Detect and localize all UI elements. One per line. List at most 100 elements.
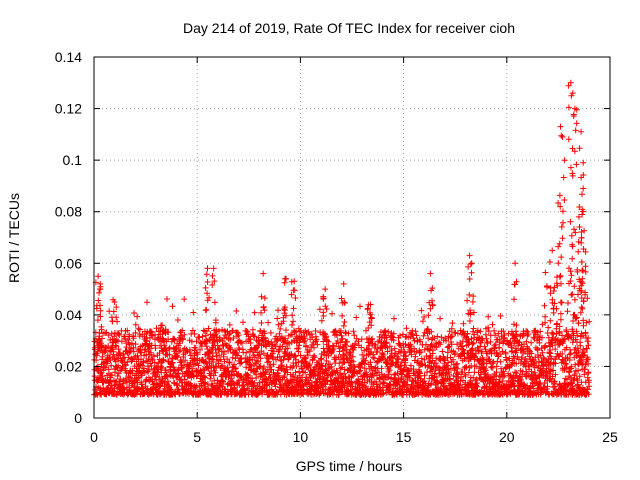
- data-point: [378, 345, 385, 352]
- data-point: [94, 348, 101, 355]
- data-point: [318, 356, 325, 363]
- data-point: [558, 254, 565, 261]
- data-point: [209, 272, 216, 279]
- data-point: [560, 219, 566, 226]
- data-point: [557, 272, 564, 279]
- data-point: [567, 218, 574, 225]
- data-point: [389, 334, 396, 341]
- data-point: [258, 320, 265, 326]
- data-point: [576, 145, 583, 152]
- data-point: [112, 338, 119, 345]
- data-point: [583, 319, 590, 326]
- data-point: [211, 278, 218, 285]
- data-point: [339, 345, 346, 352]
- data-point: [413, 332, 420, 339]
- data-point: [167, 386, 174, 393]
- data-point: [500, 373, 506, 380]
- data-point: [578, 304, 585, 311]
- data-point: [348, 379, 355, 386]
- data-point: [469, 340, 476, 347]
- data-point: [349, 353, 356, 360]
- data-point: [556, 274, 563, 280]
- data-point: [307, 375, 314, 381]
- data-point: [180, 335, 186, 342]
- data-point: [577, 287, 584, 294]
- data-point: [525, 331, 532, 338]
- data-point: [582, 268, 589, 275]
- data-point: [227, 346, 234, 353]
- data-point: [232, 365, 239, 372]
- data-point: [559, 235, 566, 242]
- data-point: [284, 345, 291, 352]
- data-point: [376, 374, 383, 381]
- data-point: [253, 357, 260, 364]
- data-point: [521, 381, 528, 388]
- x-tick-label: 10: [293, 429, 309, 445]
- data-point: [500, 334, 507, 341]
- data-point: [429, 285, 436, 292]
- data-point: [290, 318, 297, 325]
- data-point: [397, 332, 403, 339]
- data-point: [580, 352, 587, 359]
- data-point: [197, 346, 203, 353]
- data-point: [576, 213, 582, 220]
- data-point: [542, 319, 549, 326]
- data-point: [212, 369, 219, 376]
- data-point: [574, 266, 581, 273]
- data-point: [515, 342, 522, 349]
- data-point: [335, 377, 342, 384]
- data-point: [477, 328, 484, 335]
- data-point: [148, 328, 155, 335]
- data-point: [270, 361, 277, 368]
- data-point: [454, 370, 460, 377]
- data-point: [256, 351, 263, 358]
- data-point: [316, 306, 323, 313]
- data-point: [182, 357, 189, 364]
- data-point: [247, 340, 254, 346]
- data-point: [290, 287, 297, 294]
- data-point: [220, 380, 227, 386]
- data-point: [337, 327, 344, 334]
- data-point: [179, 327, 186, 334]
- data-point: [320, 296, 327, 302]
- data-point: [568, 272, 575, 279]
- data-point: [251, 309, 258, 316]
- data-point: [563, 361, 570, 367]
- data-point: [334, 331, 341, 338]
- data-point: [96, 333, 103, 340]
- data-point: [474, 334, 481, 341]
- data-point: [113, 304, 120, 311]
- data-point: [468, 260, 475, 267]
- y-tick-label: 0.14: [55, 49, 82, 65]
- data-point: [170, 364, 177, 371]
- data-point: [584, 345, 590, 352]
- data-point: [403, 325, 410, 332]
- data-point: [466, 339, 473, 346]
- y-tick-label: 0.02: [55, 358, 82, 374]
- data-point: [568, 232, 575, 239]
- data-point: [581, 349, 588, 356]
- data-point: [497, 313, 504, 319]
- data-point: [450, 356, 457, 363]
- data-point: [564, 308, 571, 315]
- data-point: [418, 307, 425, 314]
- data-point: [248, 363, 255, 370]
- data-point: [578, 295, 585, 301]
- data-point: [429, 342, 436, 349]
- x-axis-label: GPS time / hours: [296, 458, 403, 474]
- data-point: [146, 345, 153, 352]
- data-point: [363, 369, 370, 376]
- data-point: [366, 319, 373, 326]
- data-point: [101, 363, 108, 370]
- data-point: [575, 238, 582, 245]
- data-point: [425, 326, 431, 333]
- plot-frame: [93, 56, 611, 419]
- data-point: [511, 321, 517, 328]
- data-point: [215, 346, 222, 353]
- data-point: [261, 364, 267, 370]
- data-point: [573, 315, 580, 322]
- data-point: [460, 328, 467, 335]
- data-point: [243, 349, 250, 356]
- data-point: [94, 317, 101, 324]
- data-point: [265, 358, 272, 365]
